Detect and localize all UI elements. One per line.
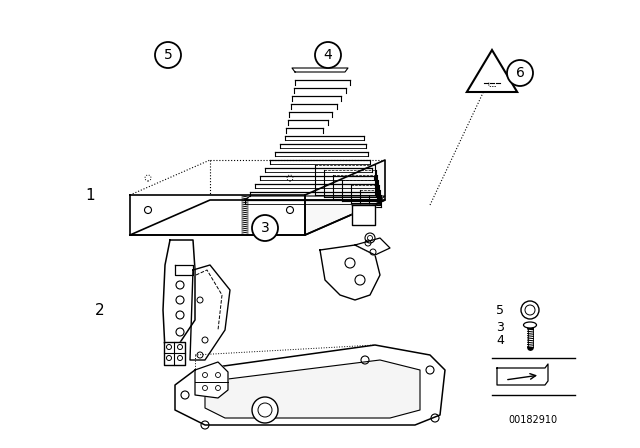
Polygon shape bbox=[175, 265, 193, 275]
Polygon shape bbox=[355, 238, 390, 255]
Circle shape bbox=[155, 42, 181, 68]
Polygon shape bbox=[352, 205, 375, 225]
Polygon shape bbox=[163, 240, 195, 350]
Text: ᵢ: ᵢ bbox=[487, 78, 489, 88]
Text: 1: 1 bbox=[85, 188, 95, 202]
Text: 3: 3 bbox=[260, 221, 269, 235]
Circle shape bbox=[252, 215, 278, 241]
Polygon shape bbox=[497, 364, 548, 385]
Text: 6: 6 bbox=[516, 66, 524, 80]
Polygon shape bbox=[320, 245, 380, 300]
Polygon shape bbox=[292, 68, 348, 72]
Text: 3: 3 bbox=[496, 320, 504, 333]
Text: 4: 4 bbox=[324, 48, 332, 62]
Text: 5: 5 bbox=[496, 303, 504, 316]
Polygon shape bbox=[245, 196, 385, 200]
Circle shape bbox=[507, 60, 533, 86]
Ellipse shape bbox=[524, 322, 536, 328]
Polygon shape bbox=[195, 362, 228, 398]
Polygon shape bbox=[190, 265, 230, 360]
Polygon shape bbox=[130, 195, 305, 235]
Polygon shape bbox=[175, 345, 445, 425]
Polygon shape bbox=[305, 160, 385, 235]
Text: 5: 5 bbox=[164, 48, 172, 62]
Polygon shape bbox=[130, 200, 385, 235]
Circle shape bbox=[365, 233, 375, 243]
Text: 2: 2 bbox=[95, 302, 105, 318]
Circle shape bbox=[252, 397, 278, 423]
Polygon shape bbox=[205, 360, 420, 418]
Text: 𝌀: 𝌀 bbox=[488, 82, 496, 90]
Polygon shape bbox=[164, 342, 185, 365]
Circle shape bbox=[315, 42, 341, 68]
Circle shape bbox=[521, 301, 539, 319]
Text: 00182910: 00182910 bbox=[508, 415, 557, 425]
Polygon shape bbox=[467, 50, 517, 92]
Text: 4: 4 bbox=[496, 333, 504, 346]
